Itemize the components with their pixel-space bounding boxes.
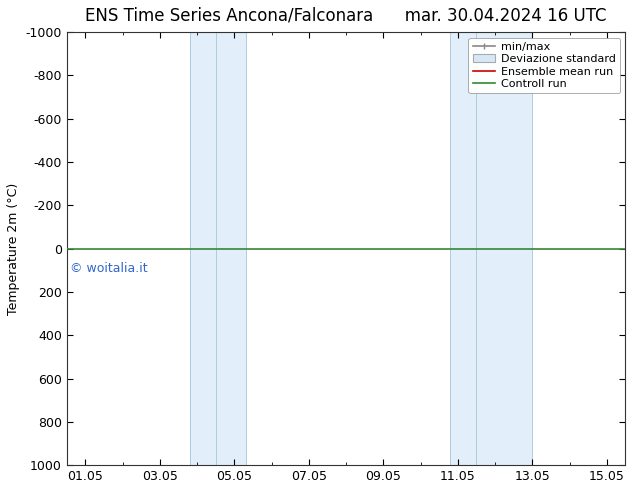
Bar (477, 32, 533, 465)
Y-axis label: Temperature 2m (°C): Temperature 2m (°C) (7, 182, 20, 315)
Bar (216, 32, 245, 465)
Text: © woitalia.it: © woitalia.it (70, 262, 148, 274)
Bar (190, 32, 216, 465)
Legend: min/max, Deviazione standard, Ensemble mean run, Controll run: min/max, Deviazione standard, Ensemble m… (469, 38, 620, 93)
Bar (450, 32, 477, 465)
Title: ENS Time Series Ancona/Falconara      mar. 30.04.2024 16 UTC: ENS Time Series Ancona/Falconara mar. 30… (86, 7, 607, 25)
